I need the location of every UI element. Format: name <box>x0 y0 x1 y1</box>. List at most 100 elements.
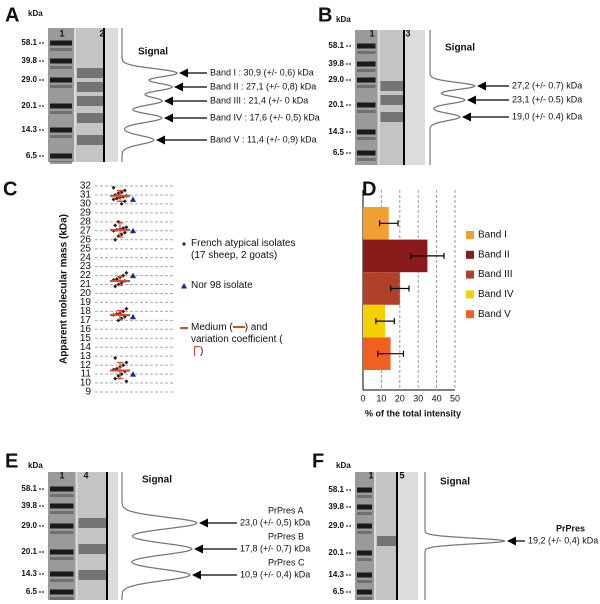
sample-band <box>77 96 103 106</box>
band-name: PrPres C <box>268 557 305 567</box>
lane-label: 1 <box>59 28 64 38</box>
legend-symbol <box>194 346 200 357</box>
marker-label: 20.1 <box>21 547 37 556</box>
data-point <box>122 230 127 235</box>
marker-band-faint <box>357 531 372 534</box>
marker-band <box>50 153 72 159</box>
marker-band-faint <box>50 511 74 514</box>
marker-band <box>50 103 72 109</box>
y-tick-label: 10 <box>80 378 92 389</box>
unit-label: kDa <box>28 9 43 18</box>
y-tick-label: 19 <box>80 297 92 308</box>
signal-curve <box>121 28 179 162</box>
marker-band <box>50 571 74 577</box>
marker-band <box>357 487 372 493</box>
marker-band-faint <box>50 531 74 534</box>
legend-text-part: Medium ( <box>191 322 233 333</box>
band-annotation: 19,0 (+/- 0.4) kDa <box>512 111 582 121</box>
marker-label: 58.1 <box>328 41 344 50</box>
marker-band <box>357 43 376 49</box>
data-point <box>130 227 136 234</box>
panel-label: B <box>318 4 332 26</box>
marker-band <box>50 58 72 64</box>
error-bar <box>378 220 399 227</box>
marker-label: 6.5 <box>26 587 38 596</box>
lane-label: 1 <box>59 470 64 480</box>
marker-lane <box>48 472 76 600</box>
legend-swatch <box>466 270 474 279</box>
panel-label: A <box>5 4 19 26</box>
panel-label: F <box>312 450 324 472</box>
marker-label: 20.1 <box>21 101 37 110</box>
y-tick-label: 25 <box>80 243 92 254</box>
marker-band-faint <box>357 137 376 140</box>
signal-curve <box>121 472 198 600</box>
x-tick-label: 50 <box>450 393 460 403</box>
marker-label: 39.8 <box>328 59 344 68</box>
data-point <box>130 272 136 279</box>
marker-band <box>50 40 72 46</box>
marker-band <box>50 77 72 83</box>
data-point <box>124 270 129 275</box>
marker-label: 39.8 <box>21 501 37 510</box>
sample-band <box>78 544 106 554</box>
y-tick-label: 12 <box>80 360 92 371</box>
legend-swatch <box>466 310 474 319</box>
band-annotation: Band I : 30,9 (+/- 0,6) kDa <box>210 67 314 77</box>
x-tick-label: 30 <box>413 393 423 403</box>
y-tick-label: 26 <box>80 234 92 245</box>
marker-band-faint <box>50 579 74 582</box>
marker-label: 58.1 <box>21 38 37 47</box>
band-annotation: 17,8 (+/- 0,7) kDa <box>240 543 310 553</box>
marker-band-faint <box>357 51 376 54</box>
sample-band <box>380 81 403 91</box>
legend-marker <box>182 242 186 246</box>
marker-label: 29.0 <box>21 75 37 84</box>
marker-label: 39.8 <box>21 56 37 65</box>
panel-label: D <box>362 178 376 200</box>
sample-band <box>78 570 106 580</box>
data-point <box>124 225 129 230</box>
x-axis-label: % of the total intensity <box>365 408 461 418</box>
lane-label: 4 <box>83 470 88 480</box>
marker-band-faint <box>357 69 376 72</box>
sample-band <box>77 135 103 145</box>
data-point <box>130 371 136 377</box>
data-point <box>121 363 126 368</box>
y-tick-label: 21 <box>80 279 92 290</box>
y-tick-label: 15 <box>80 333 92 344</box>
marker-band <box>357 572 372 578</box>
data-point <box>114 196 119 201</box>
marker-label: 29.0 <box>328 75 344 84</box>
marker-label: 20.1 <box>328 100 344 109</box>
marker-band <box>357 150 376 156</box>
legend-marker <box>181 283 187 289</box>
marker-band-faint <box>50 597 74 600</box>
marker-band-faint <box>357 85 376 88</box>
marker-band <box>357 61 376 67</box>
legend-label: Band V <box>478 309 511 320</box>
legend-label: Band IV <box>478 289 514 300</box>
sample-band <box>77 68 103 78</box>
y-tick-label: 27 <box>80 225 92 236</box>
marker-band <box>357 550 372 556</box>
marker-band <box>50 503 74 509</box>
signal-curve <box>429 30 477 165</box>
signal-label: Signal <box>440 477 470 488</box>
y-tick-label: 31 <box>80 190 92 201</box>
marker-band-faint <box>50 85 72 88</box>
sample-band <box>77 82 103 92</box>
y-tick-label: 11 <box>81 369 92 380</box>
sample-band <box>380 95 403 105</box>
band-annotation: Band V : 11,4 (+/- 0,9) kDa <box>210 134 317 144</box>
marker-band-faint <box>357 597 372 600</box>
y-tick-label: 14 <box>80 342 92 353</box>
error-bar <box>377 350 405 357</box>
marker-band-faint <box>357 495 372 498</box>
data-point <box>113 284 118 289</box>
marker-label: 6.5 <box>26 151 38 160</box>
marker-band-faint <box>357 512 372 515</box>
lane-label: 5 <box>399 470 404 480</box>
data-point <box>113 376 118 381</box>
